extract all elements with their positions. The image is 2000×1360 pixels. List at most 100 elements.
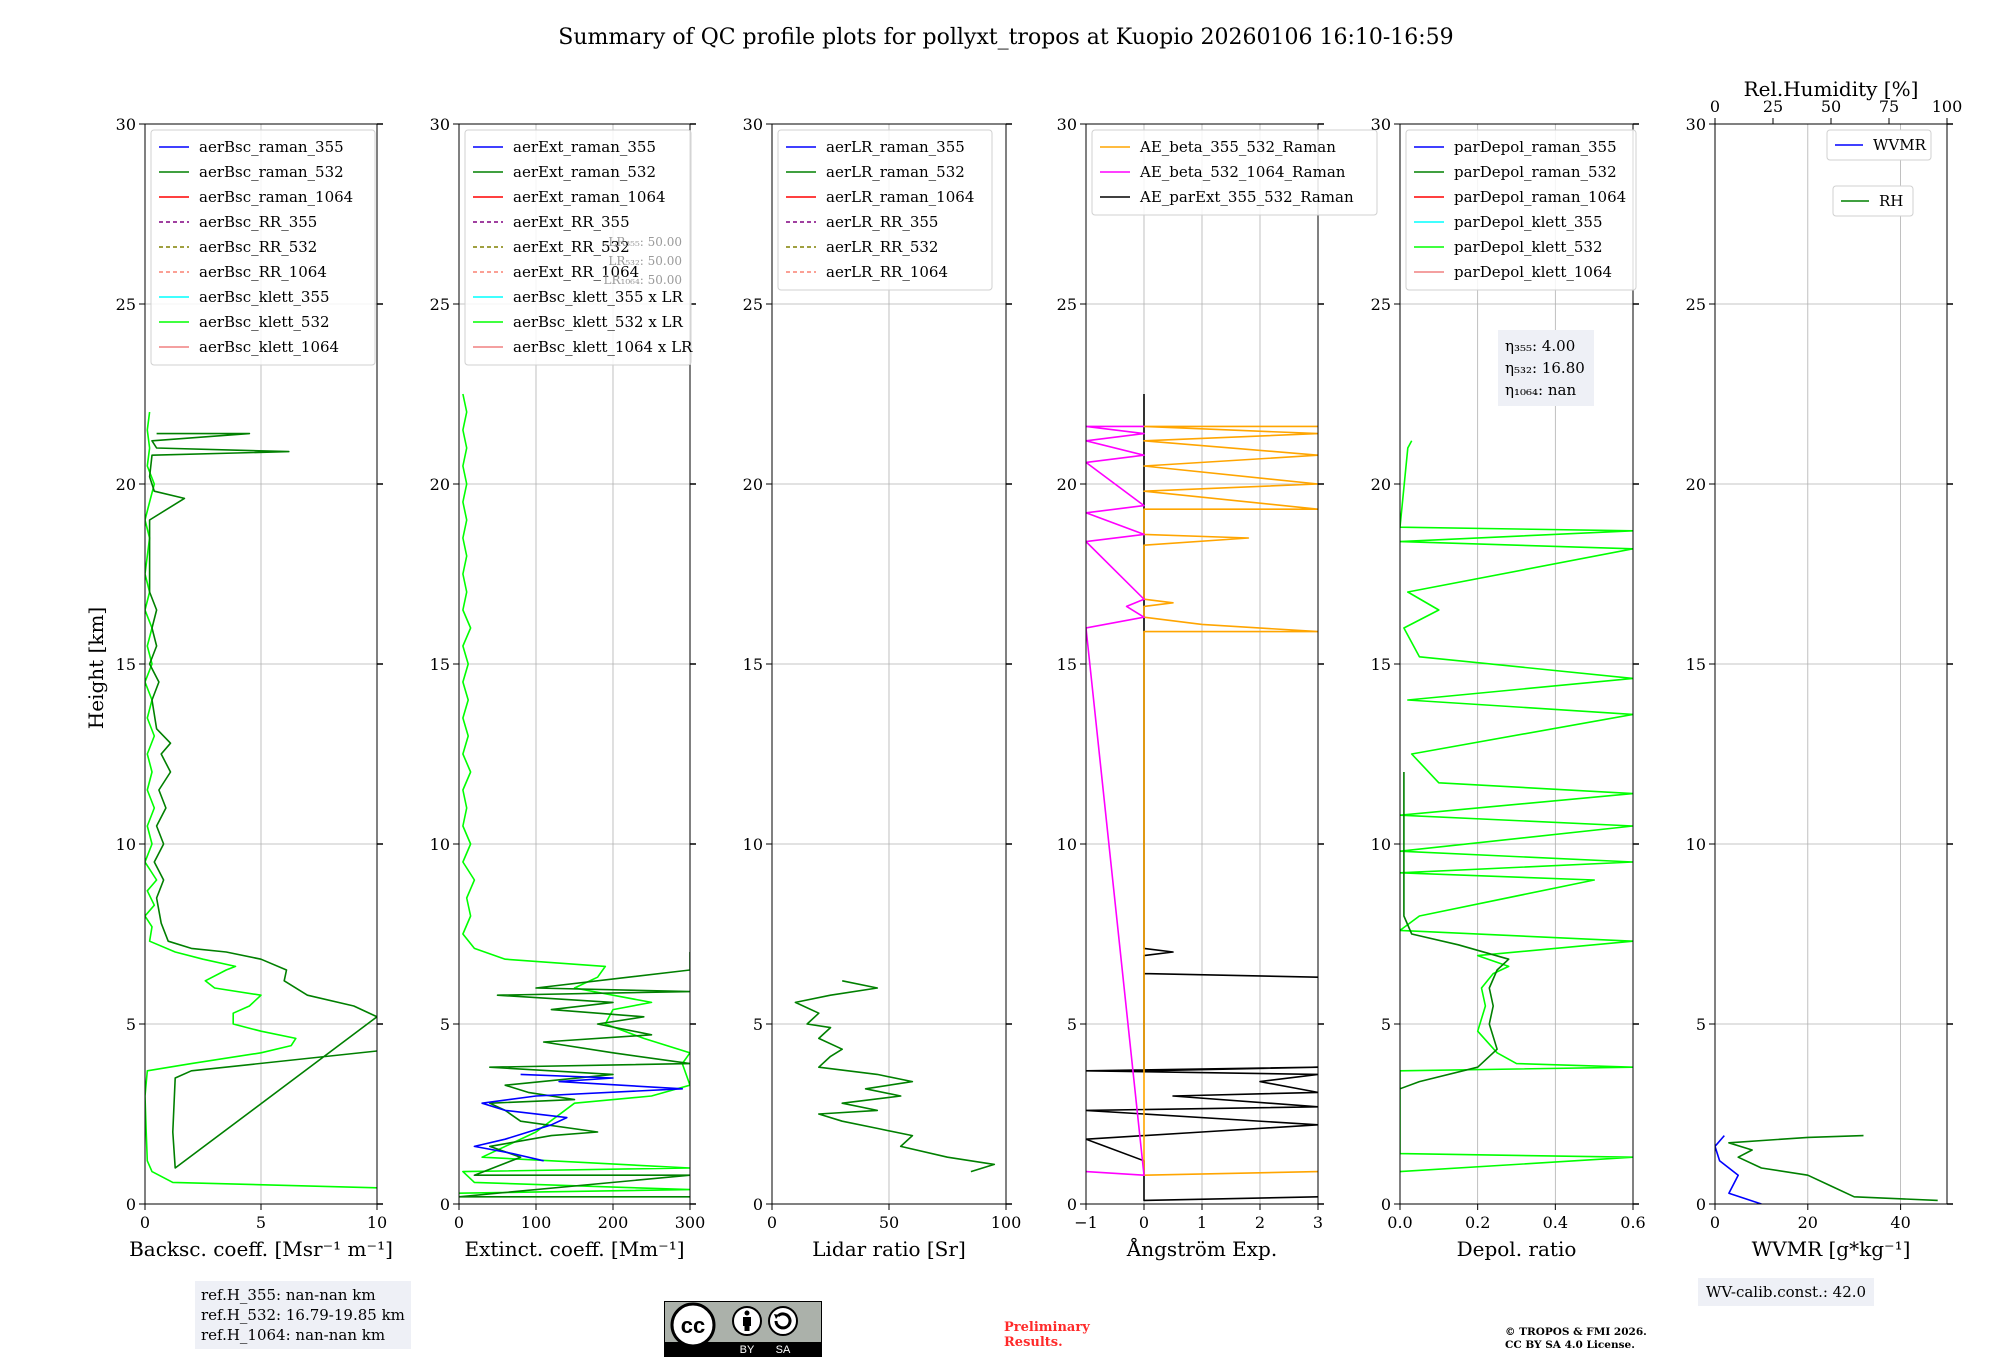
y-tick-label: 15: [116, 655, 136, 674]
eta-annotation: η₅₃₂: 16.80: [1505, 359, 1585, 377]
x-tick-label: 200: [598, 1213, 629, 1232]
y-tick-label: 0: [440, 1195, 450, 1214]
legend-box: [1832, 185, 1914, 217]
y-tick-label: 5: [753, 1015, 763, 1034]
legend-label: aerBsc_klett_532 x LR: [513, 313, 684, 331]
panel-lr: 0 5 10 15 20 25 30 0 50 100 Lidar ratio [Sr] aerLR_…: [743, 115, 1022, 1261]
series-aerExt_raman_355: [473, 1073, 684, 1162]
series-aerBsc_klett_532 x LR: [459, 393, 690, 1194]
legend-box: [1405, 129, 1637, 291]
legend-label: RH: [1879, 192, 1903, 210]
attribution-icon: [743, 1310, 751, 1331]
legend-label: aerBsc_klett_355: [199, 288, 330, 306]
y-tick-label: 10: [1057, 835, 1077, 854]
series-group: [1086, 394, 1318, 1202]
y-tick-label: 20: [116, 475, 136, 494]
y-axis-label: Height [km]: [84, 607, 108, 729]
y-tick-label: 15: [1057, 655, 1077, 674]
x-tick-label: 10: [367, 1213, 387, 1232]
x-tick-label: 3: [1313, 1213, 1323, 1232]
legend-label: parDepol_klett_355: [1454, 213, 1603, 231]
share-alike-icon: [774, 1312, 792, 1330]
cc-license-badge: cc BY SA: [664, 1301, 822, 1357]
y-tick-label: 0: [753, 1195, 763, 1214]
legend-label: aerBsc_raman_532: [199, 163, 344, 181]
legend-label: parDepol_klett_532: [1454, 238, 1603, 256]
y-tick-label: 25: [116, 295, 136, 314]
preliminary-line-2: Results.: [1004, 1335, 1063, 1350]
x-tick-label: 100: [991, 1213, 1022, 1232]
legend-label: aerBsc_klett_532: [199, 313, 330, 331]
y-tick-label: 15: [1371, 655, 1391, 674]
series-AE_beta_532_1064_Raman: [1086, 425, 1145, 1176]
y-tick-label: 5: [1696, 1015, 1706, 1034]
top-x-tick-label: 50: [1821, 97, 1841, 116]
x-tick-label: 0: [140, 1213, 150, 1232]
y-tick-label: 15: [430, 655, 450, 674]
legend-label: WVMR: [1873, 136, 1927, 154]
copyright-line-1: © TROPOS & FMI 2026.: [1505, 1326, 1647, 1338]
copyright-note: © TROPOS & FMI 2026. CC BY SA 4.0 Licens…: [1505, 1326, 1647, 1352]
lidar-ratio-annotation: LR₅₃₂: 50.00: [608, 254, 682, 268]
y-tick-label: 5: [126, 1015, 136, 1034]
y-tick-label: 20: [1371, 475, 1391, 494]
y-tick-label: 10: [430, 835, 450, 854]
top-x-tick-label: 100: [1932, 97, 1963, 116]
x-tick-label: 0.0: [1387, 1213, 1412, 1232]
legend-label: aerLR_raman_1064: [826, 188, 974, 206]
x-tick-label: 20: [1798, 1213, 1818, 1232]
y-tick-label: 0: [126, 1195, 136, 1214]
x-tick-label: 0: [454, 1213, 464, 1232]
x-tick-label: −1: [1074, 1213, 1098, 1232]
y-tick-label: 20: [1686, 475, 1706, 494]
y-tick-label: 5: [1381, 1015, 1391, 1034]
x-tick-label: 0: [1139, 1213, 1149, 1232]
legend-label: aerBsc_RR_1064: [199, 263, 327, 281]
top-x-tick-label: 25: [1763, 97, 1783, 116]
top-x-tick-label: 75: [1879, 97, 1899, 116]
cc-icon: cc: [681, 1313, 705, 1338]
y-tick-label: 10: [116, 835, 136, 854]
x-tick-label: 100: [521, 1213, 552, 1232]
legend-label: parDepol_raman_532: [1454, 163, 1617, 181]
top-x-axis-label: Rel.Humidity [%]: [1744, 77, 1919, 101]
eta-annotation: η₁₀₆₄: nan: [1505, 381, 1576, 399]
legend-label: aerExt_raman_355: [513, 138, 656, 156]
eta-box: [1498, 330, 1594, 406]
by-label: BY: [740, 1344, 755, 1356]
panel-dep: 0 5 10 15 20 25 30 0.0 0.2 0.4 0.6 Depol. ratio parD…: [1371, 115, 1646, 1261]
legend-label: aerLR_RR_1064: [826, 263, 948, 281]
y-tick-label: 0: [1696, 1195, 1706, 1214]
x-tick-label: 2: [1255, 1213, 1265, 1232]
y-tick-label: 20: [743, 475, 763, 494]
ref-height-355: ref.H_355: nan-nan km: [201, 1286, 376, 1304]
reference-heights-box: ref.H_355: nan-nan km ref.H_532: 16.79-1…: [195, 1281, 411, 1349]
y-tick-label: 25: [430, 295, 450, 314]
y-tick-label: 30: [1371, 115, 1391, 134]
preliminary-note: Preliminary Results.: [1004, 1320, 1090, 1350]
preliminary-line-1: Preliminary: [1004, 1320, 1090, 1335]
legend-label: aerExt_RR_1064: [513, 263, 639, 281]
series-AE_beta_355_532_Raman: [1143, 425, 1318, 1176]
legend-box: [1091, 129, 1378, 216]
y-tick-label: 15: [1686, 655, 1706, 674]
legend-label: aerBsc_klett_1064 x LR: [513, 338, 693, 356]
x-axis-label: WVMR [g*kg⁻¹]: [1752, 1237, 1911, 1261]
x-axis-label: Extinct. coeff. [Mm⁻¹]: [464, 1237, 684, 1261]
x-tick-label: 0: [1710, 1213, 1720, 1232]
y-tick-label: 30: [743, 115, 763, 134]
x-tick-label: 1: [1197, 1213, 1207, 1232]
series-group: [459, 393, 690, 1198]
x-axis-label: Depol. ratio: [1457, 1237, 1577, 1261]
ref-height-532: ref.H_532: 16.79-19.85 km: [201, 1306, 405, 1324]
legend-label: aerBsc_RR_532: [199, 238, 317, 256]
legend-label: AE_beta_355_532_Raman: [1139, 138, 1336, 156]
legend-label: aerLR_RR_355: [826, 213, 938, 231]
x-tick-label: 0.4: [1543, 1213, 1568, 1232]
legend-label: aerLR_raman_355: [826, 138, 965, 156]
legend-label: aerBsc_raman_1064: [199, 188, 353, 206]
